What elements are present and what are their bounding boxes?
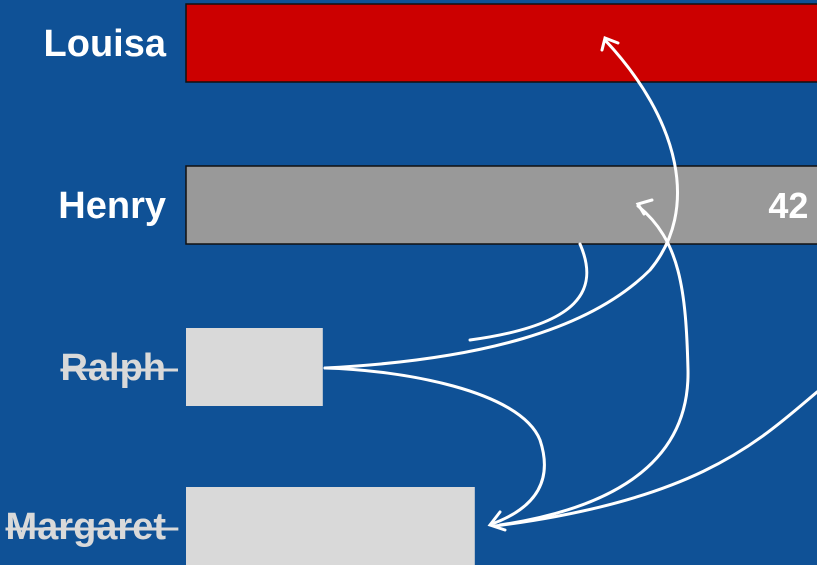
transfer-arrows-group <box>323 35 817 532</box>
bar-ralph <box>186 328 323 406</box>
value-label-henry: 42 <box>768 185 808 226</box>
transfer-arrow-ralph-to-margaret <box>323 366 546 526</box>
transfer-arrow-offchart-to-margaret <box>493 390 817 528</box>
category-label-ralph: Ralph <box>60 347 166 389</box>
bar-margaret <box>186 487 475 565</box>
transfer-arrow-ralph-to-louisa <box>323 38 679 370</box>
transfer-arrow-margaret-to-henry <box>498 204 690 527</box>
bar-louisa <box>185 3 817 83</box>
arrowhead-louisa <box>600 35 620 52</box>
category-label-margaret: Margaret <box>6 506 167 548</box>
category-labels-group: Louisa Henry Ralph Margaret <box>5 23 179 548</box>
bar-henry <box>185 165 817 245</box>
transfer-arrow-henry-to-ralph <box>468 242 589 342</box>
value-labels-group: 5842 <box>768 185 808 226</box>
arrowhead-margaret <box>487 510 507 532</box>
category-label-louisa: Louisa <box>44 23 167 65</box>
bars-group <box>185 3 817 565</box>
category-label-henry: Henry <box>58 185 166 227</box>
arrowhead-henry <box>635 198 654 216</box>
